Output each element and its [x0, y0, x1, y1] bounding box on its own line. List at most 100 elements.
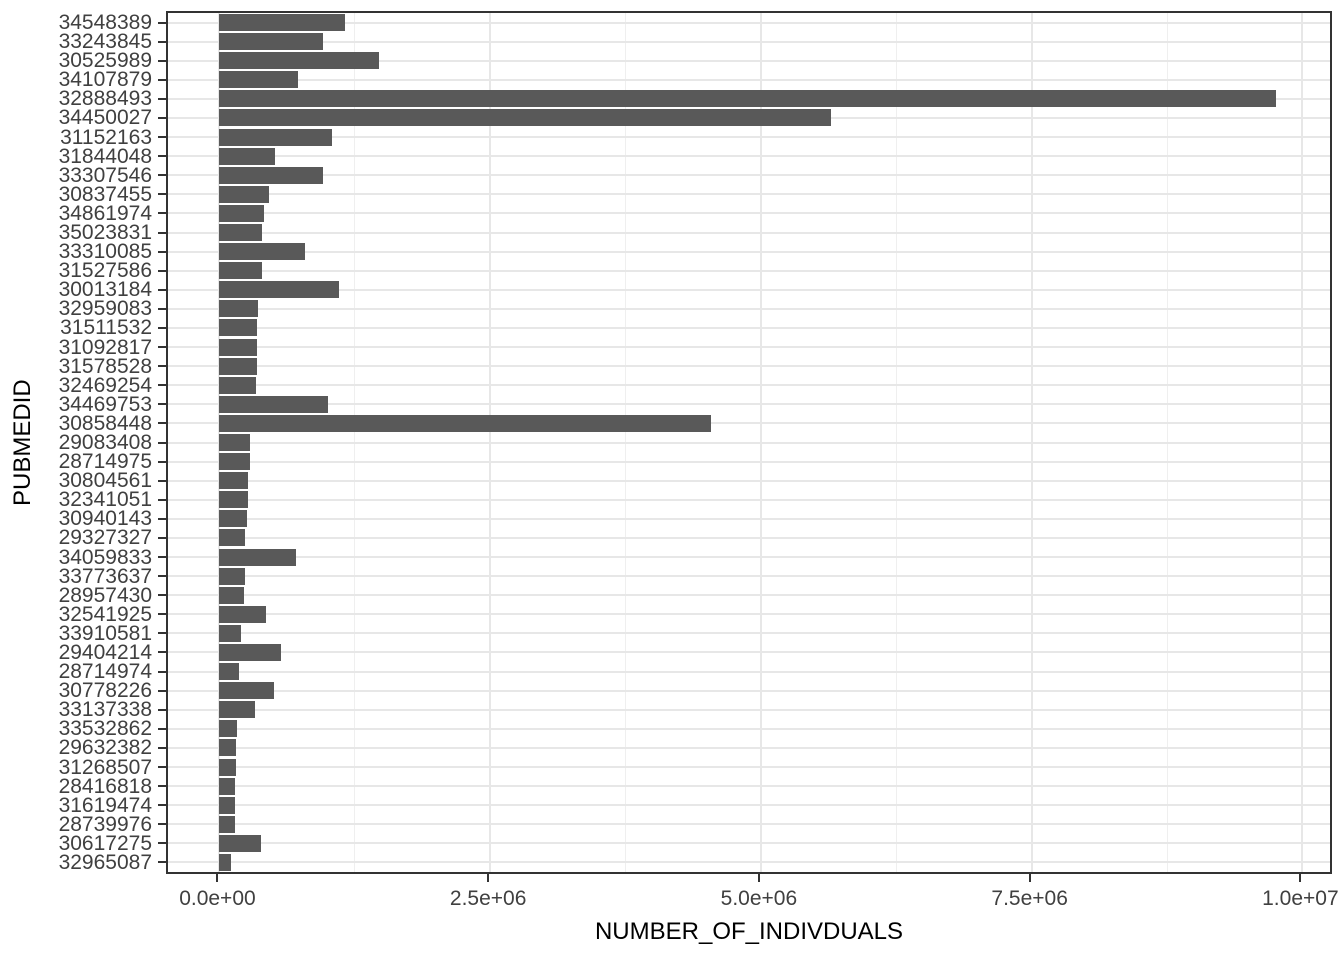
y-tick	[158, 556, 166, 559]
bar	[219, 624, 242, 642]
y-tick	[158, 594, 166, 597]
y-tick	[158, 670, 166, 673]
y-tick	[158, 250, 166, 253]
y-tick	[158, 231, 166, 234]
x-axis-title: NUMBER_OF_INDIVDUALS	[594, 918, 904, 945]
y-tick-label: 31268507	[58, 755, 152, 779]
y-tick	[158, 708, 166, 711]
gridline-horizontal-major	[168, 517, 1330, 520]
y-tick-label: 30858448	[58, 411, 152, 435]
gridline-horizontal-major	[168, 326, 1330, 329]
y-tick-label: 29083408	[58, 431, 152, 454]
y-tick-label: 30804561	[58, 469, 152, 493]
bar	[219, 777, 235, 795]
y-tick-label: 28416818	[58, 774, 152, 798]
y-tick-label: 30778226	[58, 679, 152, 703]
bar	[219, 663, 239, 681]
gridline-horizontal-major	[168, 250, 1330, 253]
y-tick-label: 32469254	[58, 373, 152, 397]
bar	[219, 414, 712, 432]
gridline-horizontal-major	[168, 288, 1330, 291]
gridline-horizontal-major	[168, 212, 1330, 215]
x-tick	[1299, 874, 1302, 882]
y-tick-label: 34450027	[58, 106, 152, 130]
gridline-horizontal-major	[168, 346, 1330, 349]
y-tick	[158, 116, 166, 119]
y-tick-label: 28739976	[58, 812, 152, 836]
gridline-horizontal-major	[168, 479, 1330, 482]
y-tick	[158, 269, 166, 272]
y-tick-label: 31578528	[58, 354, 152, 378]
bar	[219, 796, 235, 814]
y-tick-label: 29632382	[58, 736, 152, 760]
y-tick	[158, 575, 166, 578]
gridline-horizontal-major	[168, 594, 1330, 597]
gridline-horizontal-major	[168, 556, 1330, 559]
y-tick	[158, 212, 166, 215]
bar	[219, 128, 333, 146]
y-tick	[158, 498, 166, 501]
bar	[219, 815, 235, 833]
y-tick-label: 33307546	[58, 163, 152, 187]
y-tick-label: 29404214	[58, 640, 152, 664]
bar	[219, 472, 248, 490]
bar	[219, 853, 231, 871]
bar	[219, 643, 282, 661]
bar	[219, 758, 236, 776]
bar	[219, 185, 270, 203]
bar	[219, 71, 299, 89]
gridline-horizontal-major	[168, 78, 1330, 81]
bar	[219, 834, 261, 852]
gridline-horizontal-major	[168, 689, 1330, 692]
y-tick-label: 31152163	[60, 125, 152, 149]
gridline-horizontal-major	[168, 269, 1330, 272]
y-tick-label: 30525989	[58, 49, 152, 73]
y-tick-label: 32965087	[58, 850, 152, 874]
gridline-horizontal-major	[168, 613, 1330, 616]
y-tick-label: 32888493	[58, 87, 152, 111]
gridline-horizontal-major	[168, 575, 1330, 578]
bar	[219, 548, 297, 566]
bar	[219, 529, 246, 547]
bar	[219, 357, 258, 375]
y-tick	[158, 40, 166, 43]
y-tick-label: 33910581	[58, 621, 152, 645]
y-tick-label: 31092817	[58, 335, 152, 359]
y-tick-label: 34107879	[58, 68, 152, 92]
y-tick	[158, 384, 166, 387]
x-tick-label: 5.0e+06	[720, 887, 798, 910]
gridline-horizontal-major	[168, 842, 1330, 845]
y-tick	[158, 78, 166, 81]
y-tick	[158, 365, 166, 368]
bar	[219, 395, 328, 413]
gridline-horizontal-major	[168, 174, 1330, 177]
bar	[219, 586, 245, 604]
bars-layer	[168, 13, 1330, 872]
gridline-horizontal-major	[168, 403, 1330, 406]
y-tick	[158, 479, 166, 482]
y-tick-label: 34059833	[58, 545, 152, 569]
y-tick-label: 30617275	[58, 831, 152, 855]
bar	[219, 14, 346, 32]
y-tick-label: 31619474	[58, 793, 152, 817]
y-tick-label: 30940143	[58, 507, 152, 531]
bar	[219, 567, 246, 585]
y-tick	[158, 785, 166, 788]
gridline-horizontal-major	[168, 651, 1330, 654]
gridline-horizontal-major	[168, 441, 1330, 444]
y-tick	[158, 689, 166, 692]
bar	[219, 90, 1277, 108]
y-axis: 34548389 33243845 30525989 34107879 32888493…	[0, 12, 166, 874]
gridline-horizontal-major	[168, 708, 1330, 711]
bar	[219, 166, 324, 184]
gridline-horizontal-major	[168, 861, 1330, 864]
bar	[219, 300, 259, 318]
gridline-horizontal-major	[168, 422, 1330, 425]
bar	[219, 453, 250, 471]
bar	[219, 224, 262, 242]
y-tick	[158, 21, 166, 24]
y-tick	[158, 288, 166, 291]
y-tick	[158, 422, 166, 425]
x-tick-label: 0.0e+00	[179, 887, 256, 910]
